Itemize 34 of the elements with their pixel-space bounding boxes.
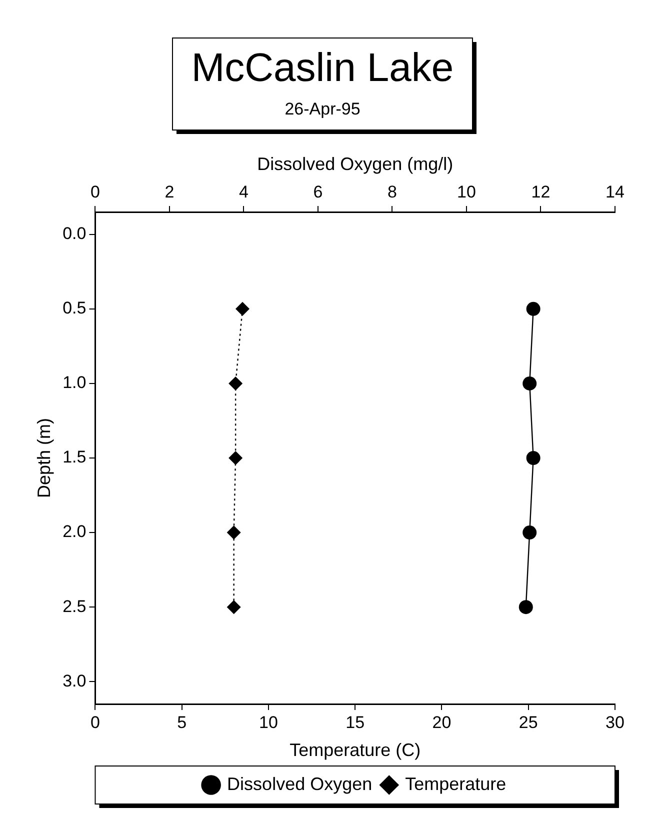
y-tick-label: 0.0 <box>62 224 86 244</box>
x2-tick-label: 0 <box>90 182 100 202</box>
x2-tick-label: 2 <box>164 182 174 202</box>
x-axis-title: Temperature (C) <box>290 740 421 760</box>
x-tick-label: 10 <box>259 712 278 732</box>
y-axis-title: Depth (m) <box>34 418 54 498</box>
point <box>226 526 241 540</box>
y-tick-label: 0.5 <box>62 298 86 318</box>
y-tick-label: 1.5 <box>62 448 86 467</box>
x2-tick-label: 6 <box>313 182 323 202</box>
legend-label: Temperature <box>405 774 506 794</box>
y-tick-label: 3.0 <box>62 671 86 690</box>
x-tick-label: 15 <box>346 712 365 732</box>
x2-axis-title: Dissolved Oxygen (mg/l) <box>257 154 454 174</box>
y-tick-label: 1.0 <box>62 373 86 392</box>
y-tick-label: 2.5 <box>62 596 86 616</box>
point <box>236 302 250 316</box>
x-tick-label: 0 <box>90 712 100 732</box>
chart-subtitle: 26-Apr-95 <box>284 100 360 119</box>
x-tick-label: 5 <box>177 712 187 732</box>
x-tick-label: 30 <box>606 712 624 732</box>
point <box>228 376 243 390</box>
y-tick-label: 2.0 <box>62 522 86 542</box>
chart-title: McCaslin Lake <box>191 46 454 90</box>
x2-tick-label: 4 <box>239 182 248 202</box>
x2-tick-label: 8 <box>388 182 397 202</box>
x2-tick-label: 12 <box>531 182 550 202</box>
x2-tick-label: 10 <box>457 182 476 202</box>
legend-label: Dissolved Oxygen <box>227 774 372 794</box>
x-tick-label: 20 <box>432 712 452 732</box>
point <box>226 600 241 614</box>
point <box>228 451 243 465</box>
x-tick-label: 25 <box>518 712 538 732</box>
x2-tick-label: 14 <box>606 182 624 202</box>
